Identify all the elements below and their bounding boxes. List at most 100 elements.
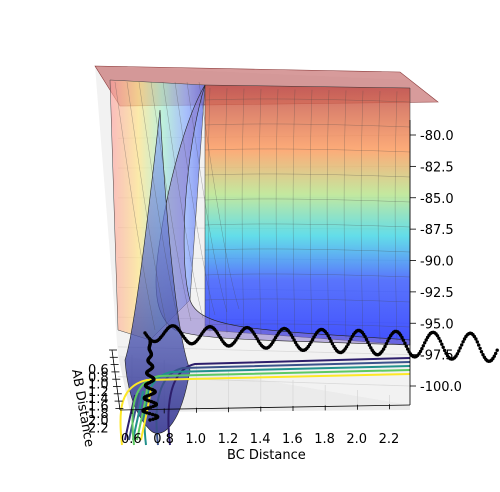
surface-mesh-line — [204, 323, 411, 328]
surface-mesh-line — [204, 273, 411, 278]
y-tick-label: 1.6 — [88, 400, 109, 415]
trajectory-point — [404, 344, 408, 348]
x-axis: 0.6 0.8 1.0 1.2 1.4 1.6 1.8 2.0 2.2 — [119, 404, 411, 447]
trajectory-point — [458, 346, 462, 350]
trajectory-point — [383, 344, 387, 349]
contour-line — [167, 357, 411, 446]
trajectory-point — [363, 335, 367, 339]
trajectory-point — [309, 340, 313, 344]
x-tick-label: 1.0 — [185, 432, 206, 447]
trajectory-point — [150, 412, 155, 417]
trajectory-point — [403, 341, 407, 345]
surface-mesh-line — [326, 90, 330, 338]
surface-mesh-line — [114, 81, 156, 331]
trajectory-point — [344, 345, 349, 349]
surface-mesh-line — [309, 89, 313, 337]
surface-mesh-line — [204, 223, 411, 228]
trajectory-point — [461, 340, 465, 344]
trajectory-point — [418, 349, 423, 354]
z-tick-label: -97.5 — [420, 349, 454, 364]
surface-mesh-line — [204, 248, 411, 253]
trajectory-point — [481, 353, 485, 357]
trajectory-point — [401, 338, 406, 342]
y-axis: 0.60.81.01.21.41.61.82.02.2 — [88, 349, 124, 436]
x-axis-label: BC Distance — [227, 448, 306, 463]
trajectory-point — [474, 337, 478, 341]
surface-mesh-line — [204, 148, 411, 153]
trajectory-point — [420, 347, 424, 351]
surface-mesh-line — [377, 90, 381, 341]
trajectory-points — [141, 324, 499, 422]
trajectory-point — [494, 351, 498, 356]
trajectory-point — [291, 335, 295, 340]
surface-mesh-line — [162, 81, 204, 319]
surface-mesh-line — [204, 123, 411, 128]
trajectory-point — [457, 349, 461, 353]
trajectory-point — [440, 342, 444, 346]
contour-line — [128, 392, 140, 441]
trajectory-point — [310, 337, 315, 342]
surface-mesh-line — [204, 98, 411, 103]
trajectory-point — [475, 340, 479, 344]
y-tick-label: 0.6 — [88, 363, 109, 378]
surface-mesh-line — [126, 81, 168, 328]
trajectory-point — [442, 348, 447, 353]
surface-mesh-line — [394, 91, 398, 341]
x-tick-label: 1.2 — [218, 432, 239, 447]
surface-mesh-line — [224, 88, 228, 333]
trajectory-point — [406, 347, 410, 351]
x-tick-label: 0.8 — [153, 432, 174, 447]
trajectory-point — [329, 339, 333, 343]
contour-line — [155, 361, 411, 446]
trajectory-point — [477, 343, 481, 347]
surface-mesh-line — [204, 198, 411, 203]
z-axis: -80.0 -82.5 -85.0 -87.5 -90.0 -92.5 -95.0 -97.5… — [409, 120, 462, 405]
trajectory-point — [146, 406, 150, 410]
trajectory-point — [330, 342, 335, 346]
trajectory-point — [384, 342, 389, 346]
trajectory-point — [327, 336, 332, 341]
z-tick-label: -92.5 — [420, 286, 454, 301]
trajectory-point — [495, 348, 499, 352]
z-tick-label: -82.5 — [420, 160, 454, 175]
surface-mesh-line — [360, 90, 364, 340]
trajectory-point — [387, 336, 391, 340]
trajectory-point — [460, 343, 464, 347]
trajectory-point — [437, 336, 441, 340]
surface-mesh-line — [207, 87, 211, 333]
z-tick-label: -85.0 — [420, 192, 454, 207]
surface-mesh-line — [186, 81, 228, 313]
z-tick-label: -95.0 — [420, 317, 454, 332]
x-tick-label: 0.6 — [121, 432, 142, 447]
trajectory-point — [326, 334, 330, 338]
z-tick-label: -90.0 — [420, 255, 454, 270]
y-tick-label: 1.0 — [88, 378, 109, 393]
surface-mesh-line — [258, 88, 262, 335]
surface-mesh-line — [343, 90, 347, 339]
y-tick-label: 2.0 — [88, 414, 109, 429]
trajectory-point — [153, 413, 157, 417]
surface-mesh-line — [204, 173, 411, 178]
y-tick-label: 1.8 — [88, 407, 109, 422]
trajectory-point — [400, 335, 404, 340]
trajectory-point — [367, 343, 372, 347]
surface — [94, 65, 439, 434]
trajectory-point — [441, 345, 445, 349]
contour-line — [119, 373, 411, 446]
surface-mesh-line — [275, 89, 279, 336]
y-tick-label: 1.4 — [88, 392, 109, 407]
surface-mesh-line — [150, 81, 192, 322]
trajectory-point — [478, 346, 482, 351]
x-tick-label: 1.8 — [314, 432, 335, 447]
trajectory-point — [435, 334, 440, 338]
trajectory-point — [381, 347, 386, 351]
trajectory-point — [148, 418, 152, 422]
trajectory-point — [346, 342, 350, 346]
contour-line — [131, 369, 411, 446]
surface-mesh-line — [241, 88, 245, 334]
trajectory-point — [366, 340, 370, 344]
trajectory-point — [147, 411, 152, 416]
y-tick-label: 0.8 — [88, 370, 109, 385]
trajectory-point — [421, 344, 425, 348]
